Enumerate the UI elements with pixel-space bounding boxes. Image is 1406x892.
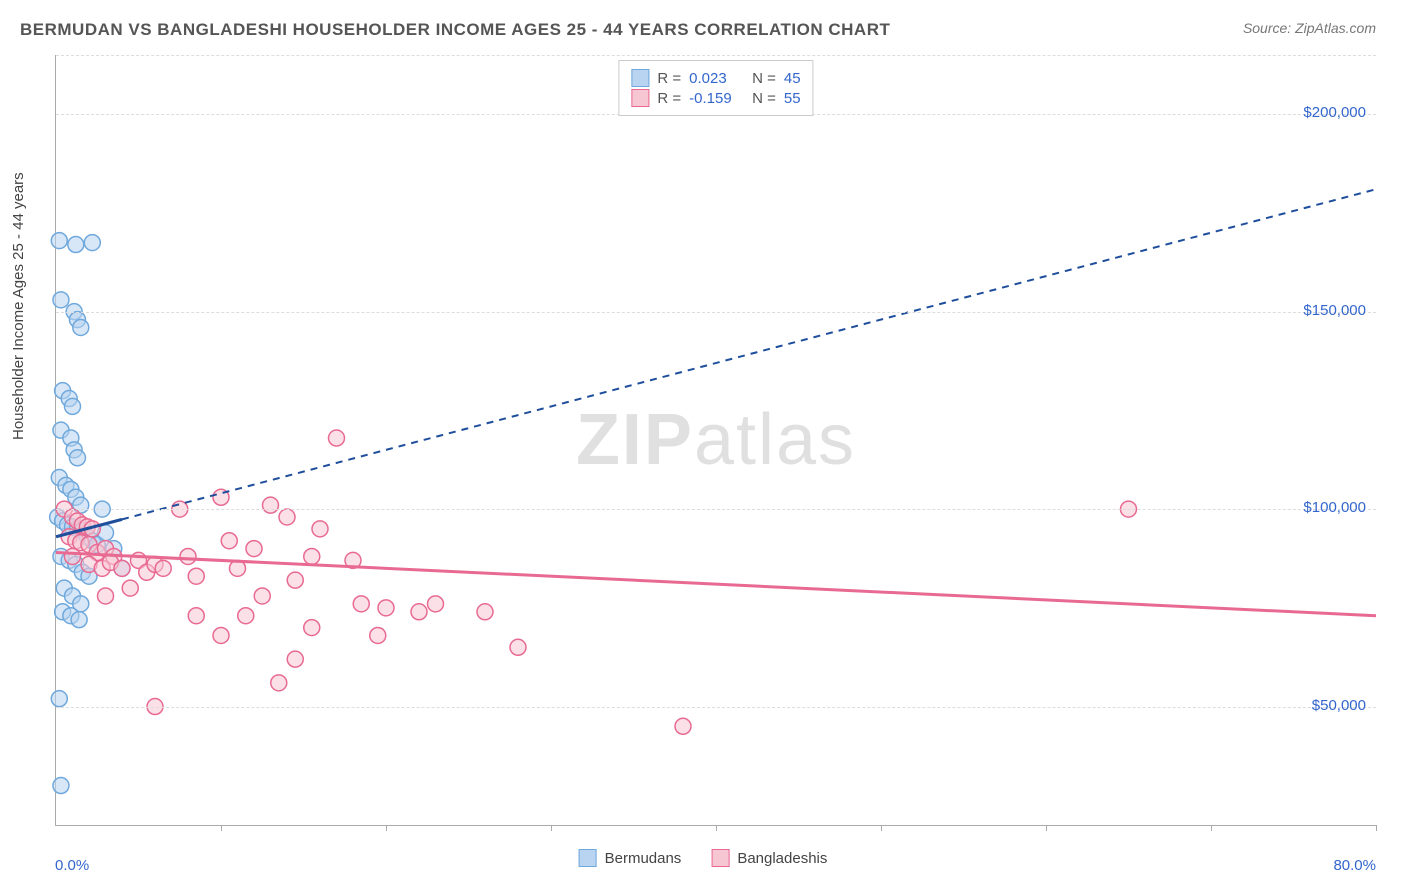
data-point (65, 398, 81, 414)
data-point (263, 497, 279, 513)
scatter-plot (56, 55, 1376, 825)
data-point (98, 588, 114, 604)
data-point (477, 604, 493, 620)
data-point (329, 430, 345, 446)
x-tick (1046, 825, 1047, 831)
trend-line (56, 553, 1376, 616)
x-tick (881, 825, 882, 831)
data-point (510, 639, 526, 655)
x-tick (1376, 825, 1377, 831)
stat-n-label: N = (752, 90, 776, 107)
gridline (56, 509, 1376, 510)
x-tick (1211, 825, 1212, 831)
data-point (51, 233, 67, 249)
series-legend: Bermudans Bangladeshis (579, 849, 828, 867)
legend-row: R = -0.159 N = 55 (631, 89, 800, 107)
data-point (213, 627, 229, 643)
legend-label: Bermudans (605, 850, 682, 867)
data-point (114, 560, 130, 576)
x-tick (716, 825, 717, 831)
x-axis-min-label: 0.0% (55, 857, 89, 874)
data-point (411, 604, 427, 620)
data-point (254, 588, 270, 604)
data-point (73, 319, 89, 335)
legend-swatch (631, 69, 649, 87)
data-point (53, 778, 69, 794)
data-point (53, 292, 69, 308)
data-point (122, 580, 138, 596)
legend-item: Bermudans (579, 849, 682, 867)
data-point (271, 675, 287, 691)
y-tick-label: $200,000 (1303, 104, 1366, 121)
stat-n-value: 45 (784, 70, 801, 87)
data-point (68, 237, 84, 253)
legend-label: Bangladeshis (737, 850, 827, 867)
y-axis-label: Householder Income Ages 25 - 44 years (10, 172, 27, 440)
data-point (287, 651, 303, 667)
data-point (246, 541, 262, 557)
data-point (287, 572, 303, 588)
legend-swatch (711, 849, 729, 867)
correlation-legend: R = 0.023 N = 45 R = -0.159 N = 55 (618, 60, 813, 116)
data-point (370, 627, 386, 643)
x-tick (221, 825, 222, 831)
stat-r-label: R = (657, 70, 681, 87)
chart-area: ZIPatlas R =0.023N =45R =-0.159N =55 $50… (55, 55, 1376, 826)
y-tick-label: $100,000 (1303, 499, 1366, 516)
data-point (675, 718, 691, 734)
stat-r-label: R = (657, 90, 681, 107)
x-tick (551, 825, 552, 831)
data-point (65, 548, 81, 564)
y-tick-label: $150,000 (1303, 302, 1366, 319)
chart-title: BERMUDAN VS BANGLADESHI HOUSEHOLDER INCO… (20, 20, 890, 40)
data-point (428, 596, 444, 612)
data-point (69, 450, 85, 466)
data-point (279, 509, 295, 525)
data-point (188, 568, 204, 584)
data-point (378, 600, 394, 616)
gridline (56, 55, 1376, 56)
legend-swatch (579, 849, 597, 867)
legend-swatch (631, 89, 649, 107)
data-point (155, 560, 171, 576)
stat-n-label: N = (752, 70, 776, 87)
source-label: Source: ZipAtlas.com (1243, 20, 1376, 36)
x-tick (386, 825, 387, 831)
data-point (188, 608, 204, 624)
trend-line (122, 189, 1376, 519)
legend-item: Bangladeshis (711, 849, 827, 867)
data-point (304, 620, 320, 636)
data-point (221, 533, 237, 549)
stat-r-value: -0.159 (689, 90, 744, 107)
data-point (238, 608, 254, 624)
stat-n-value: 55 (784, 90, 801, 107)
data-point (353, 596, 369, 612)
data-point (84, 235, 100, 251)
x-axis-max-label: 80.0% (1333, 857, 1376, 874)
data-point (304, 548, 320, 564)
y-tick-label: $50,000 (1312, 697, 1366, 714)
data-point (312, 521, 328, 537)
stat-r-value: 0.023 (689, 70, 744, 87)
data-point (71, 612, 87, 628)
data-point (51, 691, 67, 707)
data-point (180, 548, 196, 564)
legend-row: R = 0.023 N = 45 (631, 69, 800, 87)
gridline (56, 312, 1376, 313)
gridline (56, 707, 1376, 708)
